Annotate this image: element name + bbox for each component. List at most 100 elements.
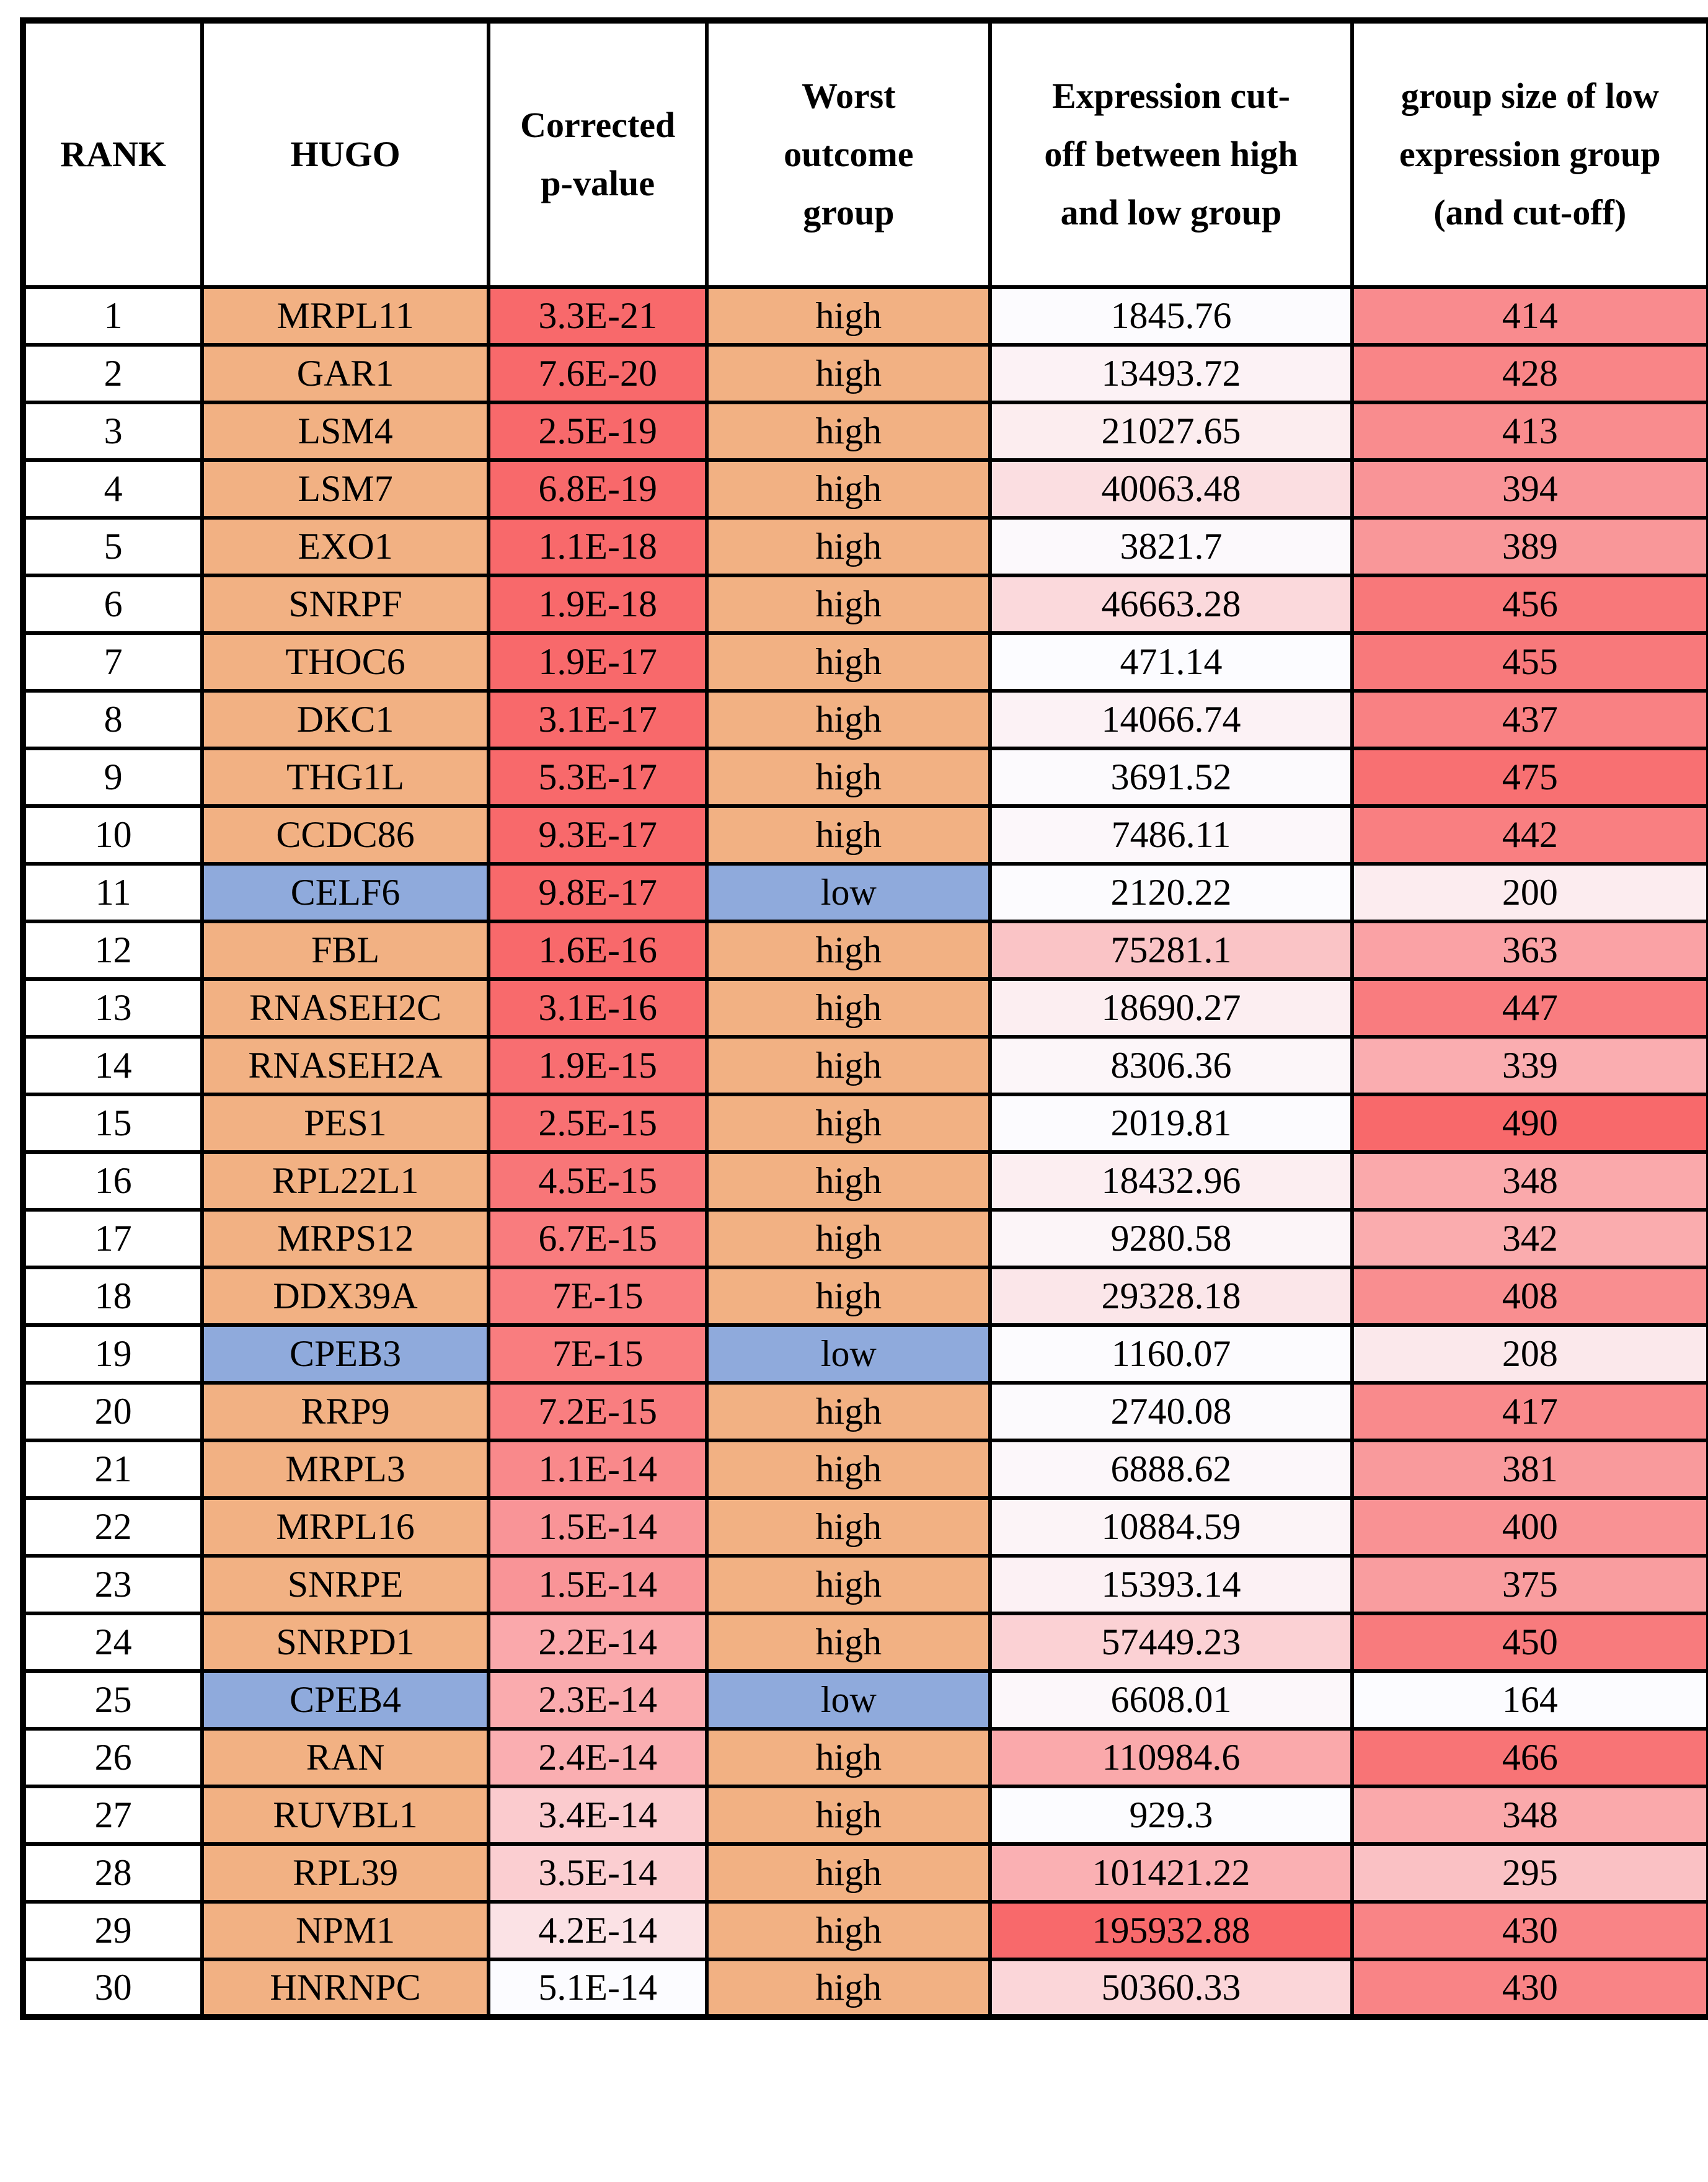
rank-cell: 12 <box>20 920 205 981</box>
pvalue-cell: 2.5E-19 <box>487 401 709 462</box>
hugo-cell: THG1L <box>200 747 491 808</box>
hugo-cell: SNRPF <box>200 574 491 635</box>
cutoff-cell: 1845.76 <box>988 285 1354 347</box>
hugo-cell: CPEB4 <box>200 1669 491 1731</box>
table-row: 30 HNRNPC 5.1E-14 high 50360.33 430 <box>20 1958 1708 2019</box>
cutoff-cell: 3821.7 <box>988 516 1354 577</box>
pvalue-cell: 1.5E-14 <box>487 1496 709 1558</box>
hugo-cell: PES1 <box>200 1093 491 1154</box>
cutoff-cell: 21027.65 <box>988 401 1354 462</box>
rank-cell: 5 <box>20 516 205 577</box>
cutoff-cell: 14066.74 <box>988 689 1354 750</box>
rank-cell: 21 <box>20 1439 205 1500</box>
groupsize-cell: 475 <box>1350 747 1708 808</box>
cutoff-cell: 1160.07 <box>988 1323 1354 1385</box>
rank-cell: 3 <box>20 401 205 462</box>
outcome-cell: high <box>705 1900 993 1961</box>
pvalue-cell: 3.1E-16 <box>487 977 709 1039</box>
table-row: 1 MRPL11 3.3E-21 high 1845.76 414 <box>20 285 1708 347</box>
table-row: 14 RNASEH2A 1.9E-15 high 8306.36 339 <box>20 1035 1708 1096</box>
cutoff-cell: 50360.33 <box>988 1958 1354 2019</box>
table-row: 7 THOC6 1.9E-17 high 471.14 455 <box>20 631 1708 693</box>
outcome-cell: high <box>705 1093 993 1154</box>
pvalue-cell: 2.2E-14 <box>487 1612 709 1673</box>
outcome-cell: high <box>705 747 993 808</box>
rank-cell: 19 <box>20 1323 205 1385</box>
outcome-cell: high <box>705 285 993 347</box>
outcome-cell: high <box>705 1727 993 1788</box>
table-row: 16 RPL22L1 4.5E-15 high 18432.96 348 <box>20 1150 1708 1212</box>
outcome-cell: high <box>705 1496 993 1558</box>
table-row: 18 DDX39A 7E-15 high 29328.18 408 <box>20 1266 1708 1327</box>
pvalue-cell: 7.6E-20 <box>487 343 709 404</box>
pvalue-cell: 4.2E-14 <box>487 1900 709 1961</box>
groupsize-cell: 375 <box>1350 1554 1708 1615</box>
outcome-cell: low <box>705 1323 993 1385</box>
groupsize-cell: 447 <box>1350 977 1708 1039</box>
rank-cell: 30 <box>20 1958 205 2019</box>
outcome-cell: high <box>705 1958 993 2019</box>
table-row: 24 SNRPD1 2.2E-14 high 57449.23 450 <box>20 1612 1708 1673</box>
hugo-cell: EXO1 <box>200 516 491 577</box>
table-row: 26 RAN 2.4E-14 high 110984.6 466 <box>20 1727 1708 1788</box>
groupsize-cell: 339 <box>1350 1035 1708 1096</box>
cutoff-cell: 101421.22 <box>988 1842 1354 1904</box>
groupsize-cell: 394 <box>1350 458 1708 520</box>
cutoff-cell: 6608.01 <box>988 1669 1354 1731</box>
outcome-cell: high <box>705 1381 993 1442</box>
outcome-cell: high <box>705 1612 993 1673</box>
pvalue-cell: 3.5E-14 <box>487 1842 709 1904</box>
groupsize-cell: 413 <box>1350 401 1708 462</box>
gene-ranking-table: RANK HUGO Corrected p-value Worst outcom… <box>20 17 1708 2020</box>
hugo-cell: RAN <box>200 1727 491 1788</box>
groupsize-cell: 450 <box>1350 1612 1708 1673</box>
outcome-cell: high <box>705 1554 993 1615</box>
outcome-cell: high <box>705 1439 993 1500</box>
pvalue-cell: 1.1E-14 <box>487 1439 709 1500</box>
hugo-cell: RRP9 <box>200 1381 491 1442</box>
rank-cell: 23 <box>20 1554 205 1615</box>
rank-cell: 15 <box>20 1093 205 1154</box>
pvalue-cell: 5.3E-17 <box>487 747 709 808</box>
groupsize-cell: 389 <box>1350 516 1708 577</box>
col-header-pvalue: Corrected p-value <box>487 19 709 289</box>
cutoff-cell: 9280.58 <box>988 1208 1354 1269</box>
page: { "table": { "columns": [ { "key": "rank… <box>0 17 1708 2182</box>
rank-cell: 1 <box>20 285 205 347</box>
hugo-cell: SNRPE <box>200 1554 491 1615</box>
hugo-cell: DDX39A <box>200 1266 491 1327</box>
rank-cell: 4 <box>20 458 205 520</box>
cutoff-cell: 57449.23 <box>988 1612 1354 1673</box>
rank-cell: 29 <box>20 1900 205 1961</box>
groupsize-cell: 414 <box>1350 285 1708 347</box>
cutoff-cell: 75281.1 <box>988 920 1354 981</box>
groupsize-cell: 164 <box>1350 1669 1708 1731</box>
outcome-cell: low <box>705 862 993 923</box>
cutoff-cell: 8306.36 <box>988 1035 1354 1096</box>
hugo-cell: MRPL11 <box>200 285 491 347</box>
hugo-cell: SNRPD1 <box>200 1612 491 1673</box>
outcome-cell: high <box>705 1266 993 1327</box>
pvalue-cell: 3.1E-17 <box>487 689 709 750</box>
rank-cell: 16 <box>20 1150 205 1212</box>
cutoff-cell: 2019.81 <box>988 1093 1354 1154</box>
pvalue-cell: 6.8E-19 <box>487 458 709 520</box>
table-row: 29 NPM1 4.2E-14 high 195932.88 430 <box>20 1900 1708 1961</box>
pvalue-cell: 1.9E-15 <box>487 1035 709 1096</box>
pvalue-cell: 9.3E-17 <box>487 804 709 866</box>
cutoff-cell: 10884.59 <box>988 1496 1354 1558</box>
table-row: 13 RNASEH2C 3.1E-16 high 18690.27 447 <box>20 977 1708 1039</box>
pvalue-cell: 1.5E-14 <box>487 1554 709 1615</box>
table-row: 6 SNRPF 1.9E-18 high 46663.28 456 <box>20 574 1708 635</box>
pvalue-cell: 3.3E-21 <box>487 285 709 347</box>
table-row: 10 CCDC86 9.3E-17 high 7486.11 442 <box>20 804 1708 866</box>
hugo-cell: FBL <box>200 920 491 981</box>
pvalue-cell: 1.6E-16 <box>487 920 709 981</box>
pvalue-cell: 3.4E-14 <box>487 1785 709 1846</box>
hugo-cell: MRPL16 <box>200 1496 491 1558</box>
groupsize-cell: 417 <box>1350 1381 1708 1442</box>
outcome-cell: high <box>705 631 993 693</box>
col-header-outcome: Worst outcome group <box>705 19 993 289</box>
rank-cell: 17 <box>20 1208 205 1269</box>
hugo-cell: MRPL3 <box>200 1439 491 1500</box>
